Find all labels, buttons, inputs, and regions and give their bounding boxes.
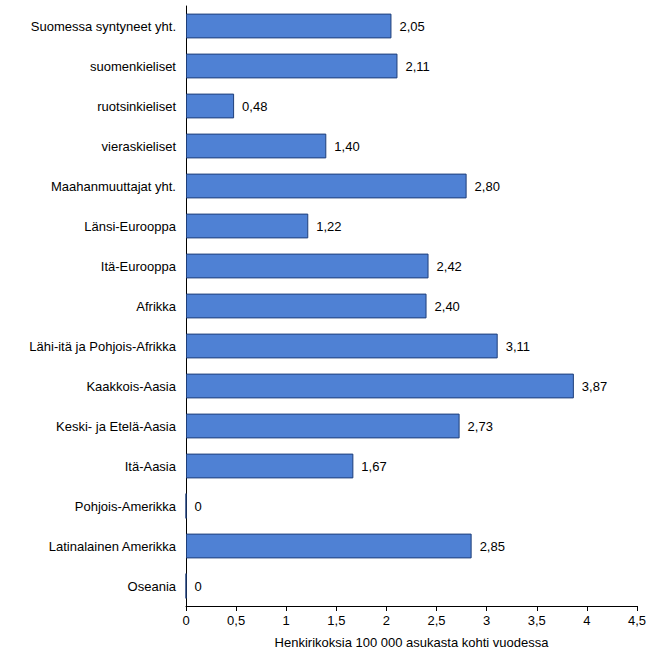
svg-text:0: 0 <box>195 579 202 594</box>
svg-text:2,40: 2,40 <box>435 299 460 314</box>
svg-text:2,42: 2,42 <box>437 259 462 274</box>
svg-text:Henkirikoksia 100 000 asukasta: Henkirikoksia 100 000 asukasta kohti vuo… <box>275 635 550 650</box>
svg-text:Kaakkois-Aasia: Kaakkois-Aasia <box>86 379 176 394</box>
svg-text:Suomessa syntyneet yht.: Suomessa syntyneet yht. <box>31 19 176 34</box>
svg-text:1,22: 1,22 <box>316 219 341 234</box>
svg-text:2,73: 2,73 <box>468 419 493 434</box>
svg-text:vieraskieliset: vieraskieliset <box>102 139 177 154</box>
svg-text:2,11: 2,11 <box>405 59 429 74</box>
svg-text:2,05: 2,05 <box>399 19 424 34</box>
svg-text:suomenkieliset: suomenkieliset <box>90 59 176 74</box>
svg-text:Afrikka: Afrikka <box>136 299 177 314</box>
svg-text:3: 3 <box>483 613 490 628</box>
svg-text:ruotsinkieliset: ruotsinkieliset <box>97 99 176 114</box>
svg-text:0,48: 0,48 <box>242 99 267 114</box>
svg-text:1: 1 <box>283 613 290 628</box>
svg-text:1,5: 1,5 <box>327 613 345 628</box>
svg-text:Keski- ja Etelä-Aasia: Keski- ja Etelä-Aasia <box>56 419 177 434</box>
svg-text:2: 2 <box>383 613 390 628</box>
svg-text:Lähi-itä ja Pohjois-Afrikka: Lähi-itä ja Pohjois-Afrikka <box>29 339 176 354</box>
svg-text:0,5: 0,5 <box>227 613 245 628</box>
svg-text:Oseania: Oseania <box>128 579 177 594</box>
svg-text:Maahanmuuttajat yht.: Maahanmuuttajat yht. <box>51 179 176 194</box>
svg-text:1,67: 1,67 <box>361 459 386 474</box>
svg-text:Länsi-Eurooppa: Länsi-Eurooppa <box>84 219 177 234</box>
svg-text:4,5: 4,5 <box>628 613 646 628</box>
svg-text:1,40: 1,40 <box>334 139 359 154</box>
svg-text:2,85: 2,85 <box>480 539 505 554</box>
svg-text:3,11: 3,11 <box>506 339 530 354</box>
svg-text:0: 0 <box>182 613 189 628</box>
svg-text:Itä-Eurooppa: Itä-Eurooppa <box>101 259 177 274</box>
svg-text:2,80: 2,80 <box>475 179 500 194</box>
svg-text:Pohjois-Amerikka: Pohjois-Amerikka <box>75 499 177 514</box>
svg-text:4: 4 <box>583 613 590 628</box>
svg-text:Latinalainen Amerikka: Latinalainen Amerikka <box>49 539 177 554</box>
svg-text:3,87: 3,87 <box>582 379 607 394</box>
svg-text:0: 0 <box>195 499 202 514</box>
svg-text:Itä-Aasia: Itä-Aasia <box>125 459 177 474</box>
svg-text:2,5: 2,5 <box>428 613 446 628</box>
svg-text:3,5: 3,5 <box>528 613 546 628</box>
